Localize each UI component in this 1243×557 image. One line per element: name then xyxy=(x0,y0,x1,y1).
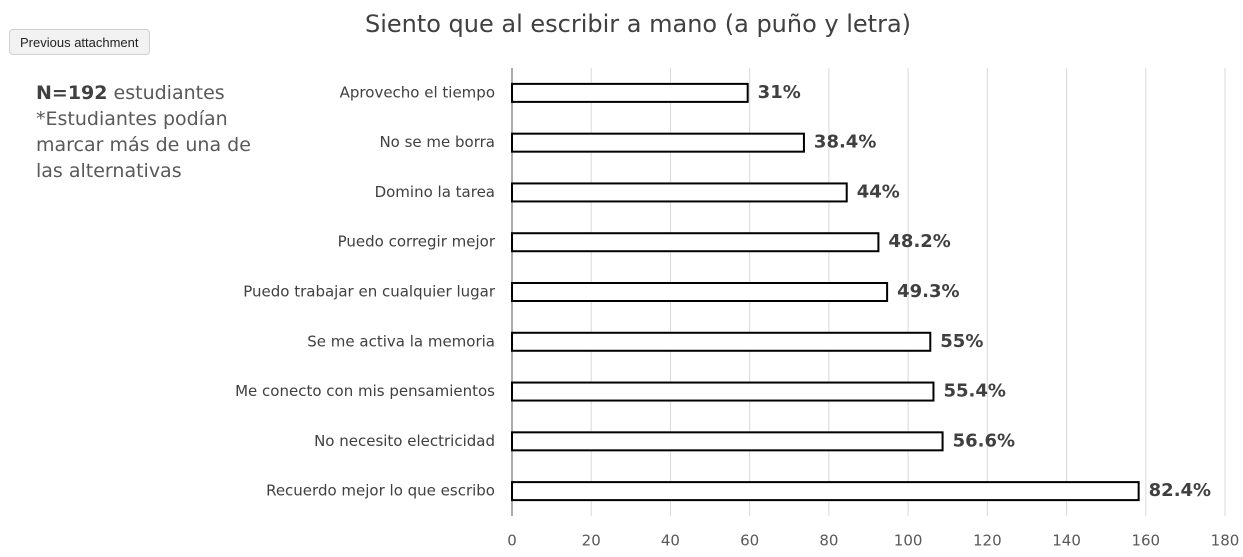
y-tick-label: Puedo trabajar en cualquier lugar xyxy=(243,283,496,301)
value-label: 55.4% xyxy=(943,381,1005,402)
x-tick-label: 100 xyxy=(894,532,923,550)
chart-title: Siento que al escribir a mano (a puño y … xyxy=(365,10,911,38)
y-tick-label: No necesito electricidad xyxy=(314,432,495,450)
y-tick-label: Recuerdo mejor lo que escribo xyxy=(266,482,495,500)
note-line: *Estudiantes podían xyxy=(36,108,228,130)
value-label: 31% xyxy=(758,82,801,103)
value-label: 44% xyxy=(857,181,900,202)
x-tick-label: 80 xyxy=(819,532,838,550)
bar xyxy=(511,232,880,253)
x-tick-label: 60 xyxy=(740,532,759,550)
y-tick-label: No se me borra xyxy=(379,133,495,151)
previous-attachment-button[interactable]: Previous attachment xyxy=(9,29,150,55)
x-tick-label: 40 xyxy=(661,532,680,550)
bar xyxy=(511,132,805,153)
x-tick-label: 180 xyxy=(1211,532,1240,550)
x-tick-label: 160 xyxy=(1131,532,1160,550)
bar xyxy=(511,381,935,402)
x-tick-label: 140 xyxy=(1052,532,1081,550)
y-tick-label: Domino la tarea xyxy=(375,183,495,201)
y-tick-label: Aprovecho el tiempo xyxy=(340,83,495,101)
note-line: las alternativas xyxy=(36,160,182,182)
bar xyxy=(511,431,944,452)
note-line: marcar más de una de xyxy=(36,134,251,156)
value-label: 56.6% xyxy=(953,430,1015,451)
note-bold: N=192 xyxy=(36,82,108,104)
note: N=192 estudiantes *Estudiantes podían marc… xyxy=(36,80,251,184)
x-tick-label: 120 xyxy=(973,532,1002,550)
value-label: 38.4% xyxy=(814,132,876,153)
bar xyxy=(511,481,1140,502)
bar xyxy=(511,182,848,203)
bar xyxy=(511,331,932,352)
y-tick-label: Se me activa la memoria xyxy=(307,332,495,350)
y-tick-label: Me conecto con mis pensamientos xyxy=(235,382,495,400)
bar xyxy=(511,82,749,103)
value-label: 48.2% xyxy=(888,231,950,252)
value-label: 82.4% xyxy=(1149,480,1211,501)
x-tick-label: 0 xyxy=(507,532,517,550)
value-label: 49.3% xyxy=(897,281,959,302)
value-label: 55% xyxy=(940,331,983,352)
y-tick-label: Puedo corregir mejor xyxy=(338,233,496,251)
note-line: estudiantes xyxy=(113,82,225,104)
x-tick-label: 20 xyxy=(582,532,601,550)
bar xyxy=(511,282,889,302)
